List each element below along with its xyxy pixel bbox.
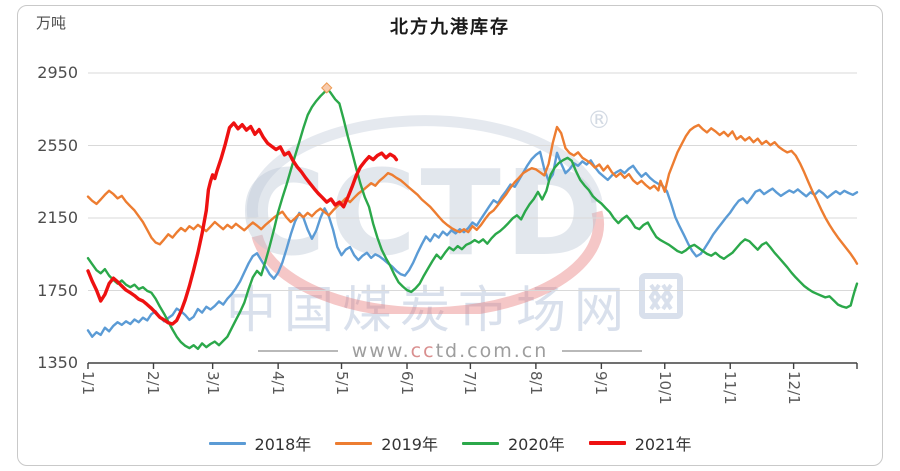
legend-swatch	[588, 441, 626, 445]
legend-item-2020年: 2020年	[462, 431, 565, 455]
watermark-seal-icon	[638, 272, 684, 324]
series-line-2018年	[86, 150, 859, 338]
legend-label: 2019年	[381, 435, 438, 454]
legend-label: 2020年	[508, 435, 565, 454]
registered-trademark-icon: ®	[587, 106, 611, 134]
watermark-dash-left	[257, 350, 338, 352]
cctd-logo-top-arc	[246, 115, 603, 219]
watermark-url-row: www.cctd.com.cn	[0, 340, 900, 362]
watermark-dash-right	[562, 350, 643, 352]
legend-swatch	[335, 441, 373, 445]
peak-marker-diamond	[321, 82, 333, 94]
legend-swatch	[208, 441, 246, 445]
cctd-logo-red-swoosh	[251, 210, 605, 314]
legend-label: 2021年	[634, 435, 692, 454]
series-line-2019年	[86, 123, 859, 265]
series-line-2021年	[86, 121, 399, 326]
watermark-site-url: www.cctd.com.cn	[351, 340, 549, 362]
legend-item-2021年: 2021年	[588, 431, 692, 455]
legend-item-2018年: 2018年	[208, 431, 312, 455]
legend-item-2019年: 2019年	[335, 431, 438, 455]
legend-label: 2018年	[254, 435, 312, 454]
legend-swatch	[462, 441, 499, 445]
legend: 2018年 2019年 2020年 2021年	[0, 431, 900, 455]
series-line-2020年	[86, 86, 859, 351]
chart-frame	[17, 5, 883, 466]
